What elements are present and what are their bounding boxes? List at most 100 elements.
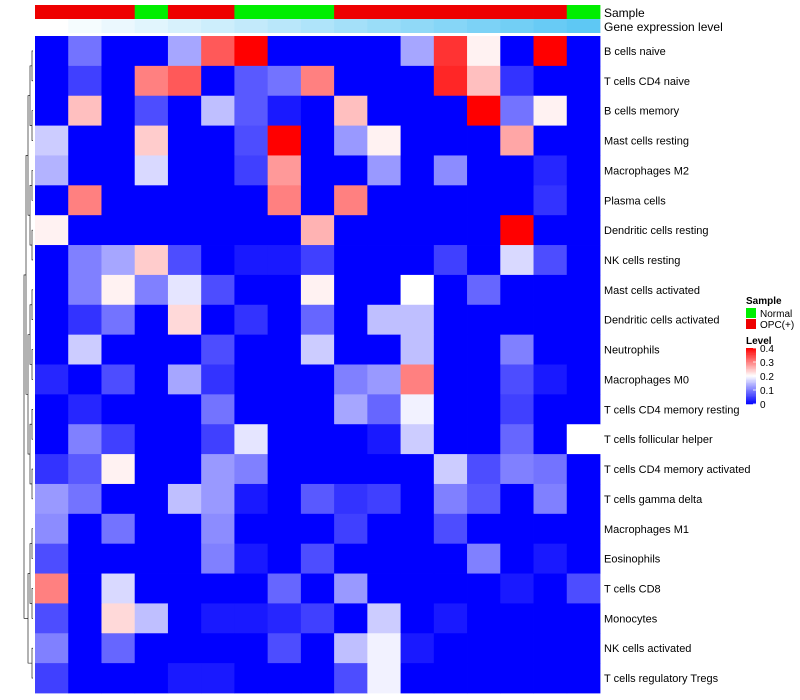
heatmap-cell (201, 573, 235, 604)
heatmap-cell (35, 394, 69, 425)
heatmap-cell (500, 483, 534, 515)
heatmap-cell (367, 125, 401, 156)
heatmap-cell (400, 65, 435, 97)
heatmap-cell (467, 334, 501, 365)
heatmap-cell (367, 215, 401, 246)
heatmap-cell (35, 245, 69, 276)
heatmap-cell (134, 215, 169, 246)
colorbar-segment (746, 384, 756, 387)
expression-annotation-cell (433, 19, 468, 33)
heatmap-cell (267, 125, 302, 156)
heatmap-cell (400, 334, 435, 365)
heatmap-cell (167, 633, 202, 664)
heatmap-cell (234, 155, 269, 186)
sample-annotation-title: Sample (604, 6, 645, 20)
heatmap-cell (300, 633, 335, 664)
sample-annotation-cell (334, 5, 368, 19)
heatmap-cell (533, 65, 568, 97)
heatmap-cell (400, 513, 435, 545)
heatmap-cell (367, 245, 401, 276)
heatmap-cell (500, 95, 534, 126)
heatmap-cell (300, 95, 335, 126)
heatmap-cell (234, 483, 269, 515)
sample-annotation-cell (300, 5, 335, 19)
heatmap-cell (201, 304, 235, 336)
heatmap-cell (134, 454, 169, 485)
heatmap-cell (134, 513, 169, 545)
colorbar-segment (746, 353, 756, 356)
heatmap-cell (234, 334, 269, 365)
heatmap-cell (467, 245, 501, 276)
row-label: T cells CD4 naive (604, 76, 690, 88)
heatmap-cell (566, 274, 601, 306)
heatmap-cell (400, 603, 435, 634)
heatmap-cell (234, 603, 269, 634)
heatmap-cell (433, 663, 468, 694)
heatmap-cell (400, 394, 435, 425)
heatmap-cell (533, 543, 568, 574)
heatmap-cell (367, 334, 401, 365)
heatmap-cells (35, 36, 601, 694)
heatmap-cell (566, 424, 601, 455)
expression-annotation-cell (101, 19, 136, 33)
heatmap-cell (566, 394, 601, 425)
sample-legend-title: Sample (746, 296, 782, 307)
heatmap-cell (533, 334, 568, 365)
heatmap-cell (500, 274, 534, 306)
row-label: Neutrophils (604, 345, 660, 357)
heatmap-cell (68, 573, 102, 604)
heatmap-cell (400, 663, 435, 694)
heatmap-cell (35, 304, 69, 336)
heatmap-cell (300, 603, 335, 634)
heatmap-cell (533, 215, 568, 246)
heatmap-cell (234, 364, 269, 395)
expression-annotation-cell (500, 19, 534, 33)
heatmap-cell (334, 215, 368, 246)
heatmap-cell (35, 65, 69, 97)
heatmap-cell (35, 125, 69, 156)
heatmap-cell (433, 424, 468, 455)
heatmap-cell (566, 573, 601, 604)
dendrogram-branch (31, 110, 33, 141)
heatmap-cell (500, 454, 534, 485)
heatmap-cell (35, 454, 69, 485)
heatmap-cell (267, 65, 302, 97)
heatmap-cell (367, 543, 401, 574)
heatmap-cell (334, 245, 368, 276)
heatmap-cell (300, 483, 335, 515)
heatmap-cell (300, 424, 335, 455)
heatmap-cell (367, 65, 401, 97)
heatmap-cell (500, 65, 534, 97)
heatmap-cell (566, 483, 601, 515)
heatmap-cell (267, 95, 302, 126)
heatmap-cell (467, 95, 501, 126)
colorbar-segment (746, 402, 756, 405)
heatmap-cell (566, 364, 601, 395)
heatmap-cell (101, 274, 136, 306)
heatmap-cell (367, 633, 401, 664)
sample-annotation-cell (500, 5, 534, 19)
heatmap-cell (433, 543, 468, 574)
sample-annotation-cell (101, 5, 136, 19)
heatmap-cell (300, 394, 335, 425)
colorbar-segment (746, 371, 756, 374)
heatmap-cell (566, 125, 601, 156)
colorbar-segment (746, 369, 756, 371)
heatmap-cell (467, 185, 501, 216)
heatmap-cell (68, 513, 102, 545)
colorbar-tick-label: 0.3 (760, 358, 774, 369)
heatmap-cell (367, 513, 401, 545)
heatmap-cell (467, 155, 501, 186)
heatmap-cell (35, 36, 69, 67)
heatmap-cell (267, 513, 302, 545)
expression-annotation-cell (35, 19, 69, 33)
heatmap-cell (300, 185, 335, 216)
heatmap-cell (234, 245, 269, 276)
heatmap-cell (134, 274, 169, 306)
heatmap-cell (101, 334, 136, 365)
colorbar-segment (746, 390, 756, 392)
heatmap-cell (201, 185, 235, 216)
heatmap-cell (433, 274, 468, 306)
heatmap-cell (533, 95, 568, 126)
heatmap-cell (467, 543, 501, 574)
